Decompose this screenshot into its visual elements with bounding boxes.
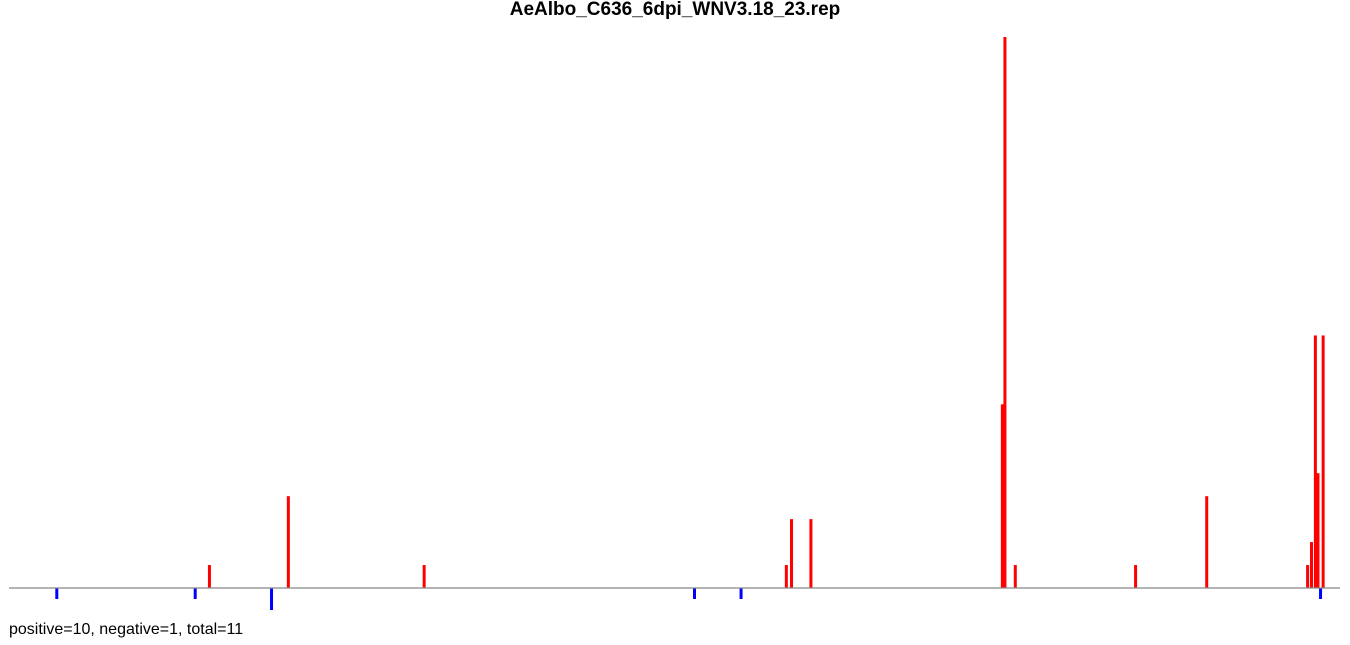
negative-bar <box>270 588 274 610</box>
positive-bar <box>809 519 813 589</box>
positive-bar <box>1313 335 1317 588</box>
negative-bar <box>1319 588 1323 599</box>
positive-bar <box>1316 473 1320 588</box>
positive-bar <box>286 496 290 588</box>
positive-bar <box>1310 542 1313 588</box>
positive-bar <box>1003 37 1007 588</box>
positive-bar <box>1321 335 1325 588</box>
positive-bar <box>1205 496 1209 588</box>
positive-bar <box>1000 404 1004 588</box>
chart-title: AeAlbo_C636_6dpi_WNV3.18_23.rep <box>509 0 841 20</box>
positive-bar <box>784 565 788 588</box>
negative-bar <box>739 588 743 599</box>
negative-bar <box>193 588 197 599</box>
positive-bar <box>790 519 794 589</box>
positive-bar <box>422 565 426 588</box>
positive-bar <box>1306 565 1310 588</box>
positive-bar <box>1134 565 1138 588</box>
positive-bar <box>1013 565 1017 588</box>
negative-bar <box>693 588 696 599</box>
bars-group <box>55 37 1325 610</box>
summary-label: positive=10, negative=1, total=11 <box>9 621 244 638</box>
positive-bar <box>207 565 211 588</box>
negative-bar <box>55 588 59 599</box>
